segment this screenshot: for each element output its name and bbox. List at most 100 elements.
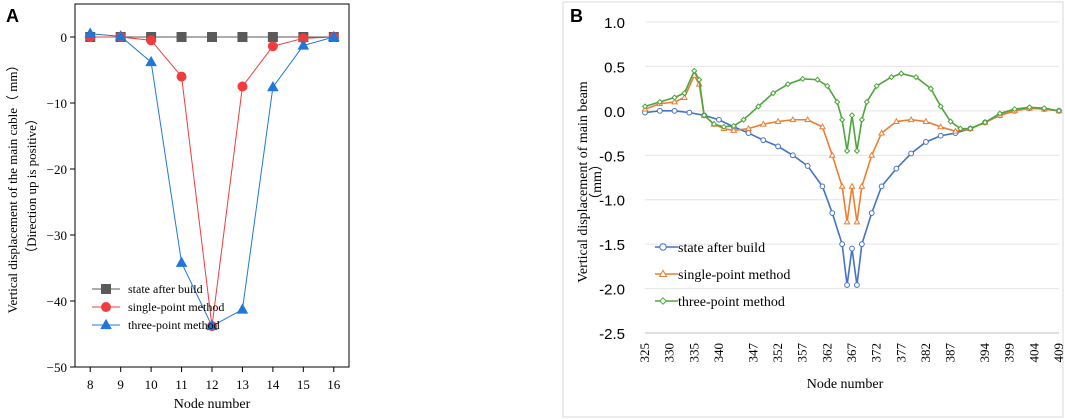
panel-b-point-0 <box>686 109 693 116</box>
panel-b-ytick-label: 0.5 <box>604 59 625 76</box>
panel-a-point-2 <box>145 55 157 67</box>
panel-a-label: A <box>6 6 19 26</box>
panel-b-point-2 <box>1026 104 1033 111</box>
panel-a-xtick-label: 10 <box>145 377 158 392</box>
panel-b-point-2 <box>696 76 703 83</box>
panel-a-series-line-1 <box>90 36 334 327</box>
panel-b-point-0 <box>775 143 781 150</box>
panel-b-point-0 <box>937 132 944 139</box>
panel-a-xtick-label: 12 <box>206 377 219 392</box>
panel-a-point-2 <box>84 27 97 38</box>
panel-b-point-2 <box>1055 107 1063 114</box>
panel-a-point-0 <box>267 32 278 42</box>
panel-a-point-1 <box>146 35 157 46</box>
panel-b-ytick-label: -2.0 <box>599 282 625 299</box>
panel-b-point-1 <box>818 123 826 130</box>
panel-b-xtick-label: 340 <box>711 343 726 363</box>
panel-a-xtick-label: 9 <box>117 377 124 392</box>
panel-b-ytick-label: -0.5 <box>599 148 625 165</box>
panel-a-legend-marker-1 <box>101 302 111 312</box>
panel-b-ytick-label: -1.5 <box>599 237 625 254</box>
panel-b-point-0 <box>819 183 826 190</box>
panel-b-point-2 <box>967 125 974 132</box>
panel-b-point-0 <box>868 210 875 216</box>
panel-a-legend-text-1: single-point method <box>128 300 224 314</box>
panel-b-legend-marker-1 <box>658 269 668 278</box>
panel-a-legend-marker-0 <box>101 284 111 294</box>
panel-b-legend: state after build single-point method thre… <box>655 241 790 310</box>
panel-b-point-2 <box>848 112 856 119</box>
panel-a-point-0 <box>207 32 217 42</box>
panel-b-point-1 <box>878 129 886 136</box>
panel-b-xtick-label: 409 <box>1051 343 1065 363</box>
panel-a-xtick-label: 13 <box>236 377 249 392</box>
panel-a-xlabel: Node number <box>174 397 251 412</box>
panel-b-point-1 <box>838 182 846 189</box>
panel-b-point-0 <box>829 210 836 216</box>
panel-b-border <box>562 1 1064 418</box>
panel-a-ticks: 0 −10 −20 −30 −40 −50 8 9 10 11 12 13 14 15 16 <box>47 30 341 392</box>
panel-b-point-2 <box>981 119 989 126</box>
panel-a-point-2 <box>297 39 310 50</box>
panel-b-point-2 <box>710 121 718 128</box>
panel-a-xtick-label: 15 <box>297 377 310 392</box>
panel-a-ytick-label: −20 <box>47 162 67 177</box>
panel-a-ytick-label: −50 <box>47 360 67 375</box>
panel-b-point-0 <box>789 152 796 159</box>
panel-b-xtick-label: 362 <box>819 343 834 363</box>
panel-b-point-2 <box>1041 105 1048 112</box>
panel-b-point-2 <box>770 89 777 97</box>
panel-b-point-2 <box>839 116 846 123</box>
panel-b-series <box>641 67 1063 288</box>
panel-b-point-1 <box>804 115 812 123</box>
panel-a-ytick-label: −30 <box>47 228 67 243</box>
panel-a-point-2 <box>236 303 249 314</box>
panel-b-label: B <box>570 6 583 26</box>
panel-b-point-0 <box>908 150 915 157</box>
panel-b-point-0 <box>923 139 929 145</box>
panel-b-xtick-label: 357 <box>795 343 810 363</box>
panel-b-point-0 <box>656 107 663 114</box>
panel-a-legend-marker-2 <box>100 318 112 330</box>
panel-b-point-2 <box>858 116 865 123</box>
panel-b-ylabel-line1: Vertical displacement of main beam <box>576 81 591 282</box>
panel-b-point-0 <box>858 241 865 248</box>
panel-a-point-1 <box>237 81 248 92</box>
panel-b-point-2 <box>937 103 944 110</box>
panel-b-point-2 <box>641 103 649 110</box>
panel-b-point-1 <box>907 115 915 123</box>
panel-a-ylabel-line2: （Direction up is positive） <box>24 112 39 260</box>
panel-b-point-2 <box>834 98 841 106</box>
panel-b-legend-marker-2 <box>659 297 667 305</box>
panel-b-point-2 <box>691 67 698 74</box>
panel-b-point-0 <box>854 282 860 288</box>
panel-a-point-2 <box>206 319 218 331</box>
panel-b-ytick-label: -1.0 <box>599 193 625 210</box>
panel-a-point-2 <box>267 80 279 92</box>
panel-b-point-2 <box>888 73 895 81</box>
panel-b-series-line-0 <box>644 107 1060 286</box>
panel-a-point-2 <box>175 256 188 267</box>
panel-b-point-0 <box>745 130 752 136</box>
panel-b-point-1 <box>730 126 738 133</box>
panel-b-point-1 <box>789 115 797 123</box>
panel-b-xtick-label: 330 <box>662 343 677 363</box>
panel-b-point-1 <box>774 117 782 124</box>
panel-b-point-0 <box>716 116 722 123</box>
panel-a-xtick-label: 16 <box>327 377 341 392</box>
panel-b-point-1 <box>848 182 856 189</box>
panel-b-point-2 <box>853 147 861 154</box>
panel-b-point-2 <box>720 123 727 130</box>
panel-b-grid <box>645 21 1059 334</box>
panel-b-xtick-label: 372 <box>869 343 884 363</box>
panel-b-xtick-label: 325 <box>637 343 652 363</box>
panel-b-point-1 <box>922 117 930 124</box>
panel-b-point-2 <box>656 98 663 106</box>
panel-b-legend-text-1: single-point method <box>678 268 790 283</box>
panel-b-point-2 <box>814 76 821 83</box>
panel-b-xtick-label: 347 <box>745 343 760 363</box>
panel-b-point-0 <box>804 163 811 169</box>
panel-b-point-2 <box>824 82 831 90</box>
panel-b-point-2 <box>927 85 934 92</box>
